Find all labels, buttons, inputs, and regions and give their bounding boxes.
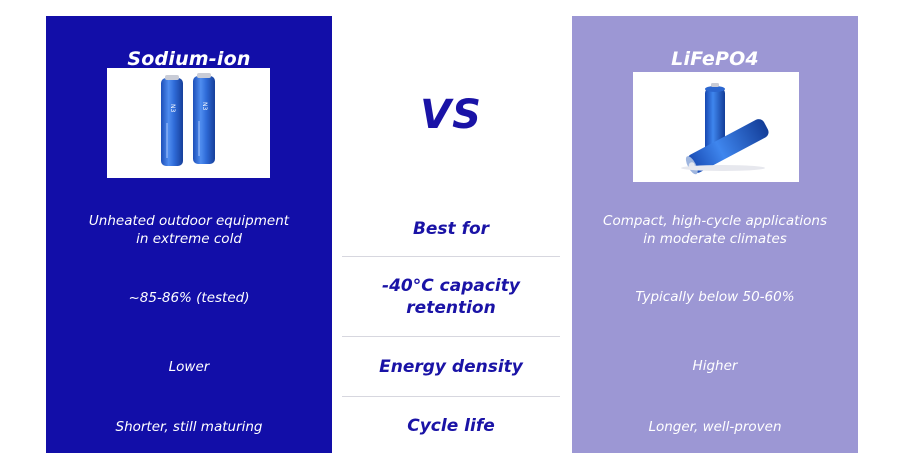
criterion-energy-density: Energy density bbox=[379, 357, 523, 377]
sodium-ion-panel: Sodium-ion N3 N3 Unheated outdo bbox=[46, 16, 332, 453]
criterion-capacity-line2: retention bbox=[406, 298, 496, 318]
cylindrical-battery-pair-icon: N3 N3 bbox=[161, 73, 215, 166]
sodium-ion-cycle-life: Shorter, still maturing bbox=[115, 419, 263, 435]
svg-text:N3: N3 bbox=[201, 102, 208, 110]
cylindrical-battery-pair-icon bbox=[681, 83, 769, 175]
vs-label: VS bbox=[420, 92, 482, 138]
row-divider bbox=[342, 336, 560, 337]
sodium-ion-best-for-line1: Unheated outdoor equipment bbox=[88, 213, 290, 229]
sodium-ion-battery-image: N3 N3 bbox=[107, 68, 270, 178]
sodium-ion-capacity-retention: ~85-86% (tested) bbox=[128, 290, 250, 306]
criterion-capacity-line1: -40°C capacity bbox=[382, 276, 520, 296]
criterion-cycle-life: Cycle life bbox=[407, 416, 495, 436]
lifepo4-panel: LiFePO4 Compact, high-cycle bbox=[572, 16, 858, 453]
sodium-ion-best-for-line2: in extreme cold bbox=[136, 231, 242, 247]
sodium-ion-energy-density: Lower bbox=[168, 359, 210, 375]
row-divider bbox=[342, 256, 560, 257]
criterion-best-for: Best for bbox=[412, 219, 490, 239]
sodium-ion-best-for: Unheated outdoor equipment in extreme co… bbox=[46, 212, 332, 248]
lifepo4-energy-density: Higher bbox=[692, 358, 738, 374]
criterion-capacity-retention: -40°C capacity retention bbox=[340, 275, 562, 319]
sodium-ion-title: Sodium-ion bbox=[127, 48, 251, 70]
lifepo4-best-for-line2: in moderate climates bbox=[643, 231, 787, 247]
lifepo4-cycle-life: Longer, well-proven bbox=[648, 419, 782, 435]
svg-text:N3: N3 bbox=[169, 104, 176, 112]
lifepo4-battery-image bbox=[633, 72, 799, 182]
lifepo4-capacity-retention: Typically below 50-60% bbox=[635, 289, 795, 305]
lifepo4-best-for-line1: Compact, high-cycle applications bbox=[603, 213, 827, 229]
row-divider bbox=[342, 396, 560, 397]
lifepo4-best-for: Compact, high-cycle applications in mode… bbox=[572, 212, 858, 248]
lifepo4-title: LiFePO4 bbox=[671, 48, 759, 70]
